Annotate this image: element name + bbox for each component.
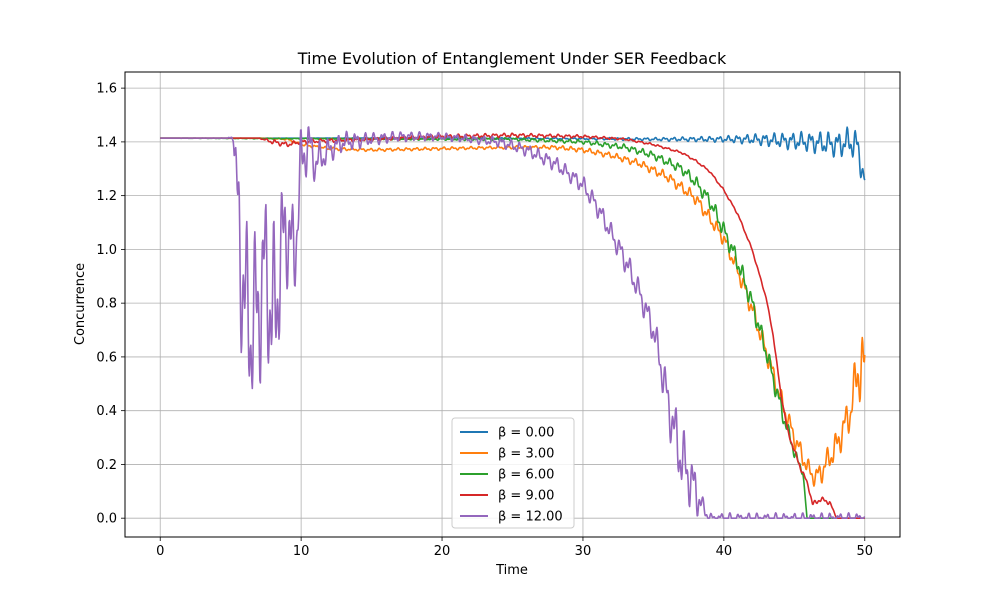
legend-box — [451, 417, 575, 529]
y-tick-label: 1.4 — [96, 135, 117, 150]
y-axis: 0.0 0.2 0.4 0.6 0.8 1.0 1.2 1.4 1.6 — [96, 82, 125, 527]
legend-label: β = 3.00 — [498, 447, 554, 462]
x-tick-label: 0 — [156, 544, 164, 559]
y-tick-label: 0.6 — [96, 350, 117, 365]
series-layer — [159, 126, 866, 519]
y-tick-label: 0.2 — [96, 458, 117, 473]
y-tick-label: 0.0 — [96, 512, 117, 527]
series-line-3 — [159, 132, 866, 519]
y-tick-label: 1.6 — [96, 82, 117, 97]
y-tick-label: 0.4 — [96, 404, 117, 419]
y-axis-label: Concurrence — [73, 263, 88, 345]
chart-title: Time Evolution of Entanglement Under SER… — [297, 49, 727, 68]
series-line-2 — [159, 136, 866, 519]
y-tick-label: 1.2 — [96, 189, 117, 204]
legend: β = 0.00 β = 3.00 β = 6.00 β = 9.00 β = 12.0… — [451, 417, 575, 529]
x-tick-label: 40 — [716, 544, 733, 559]
y-tick-label: 0.8 — [96, 297, 117, 312]
x-tick-label: 50 — [856, 544, 873, 559]
plot-frame — [124, 71, 901, 538]
y-tick-label: 1.0 — [96, 243, 117, 258]
series-line-4 — [159, 126, 866, 519]
legend-label: β = 9.00 — [498, 489, 554, 504]
legend-label: β = 12.00 — [498, 510, 563, 525]
legend-label: β = 6.00 — [498, 468, 554, 483]
x-axis: 0 10 20 30 40 50 — [156, 537, 873, 559]
legend-label: β = 0.00 — [498, 426, 554, 441]
x-axis-label: Time — [495, 563, 528, 578]
x-tick-label: 10 — [293, 544, 310, 559]
x-tick-label: 30 — [575, 544, 592, 559]
x-tick-label: 20 — [434, 544, 451, 559]
